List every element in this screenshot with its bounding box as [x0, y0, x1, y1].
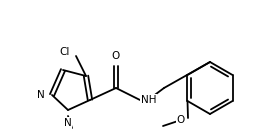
- Text: Cl: Cl: [60, 47, 70, 57]
- Text: N: N: [64, 118, 72, 128]
- Text: NH: NH: [141, 95, 157, 105]
- Text: O: O: [177, 115, 185, 125]
- Text: O: O: [112, 51, 120, 61]
- Text: N: N: [37, 90, 45, 100]
